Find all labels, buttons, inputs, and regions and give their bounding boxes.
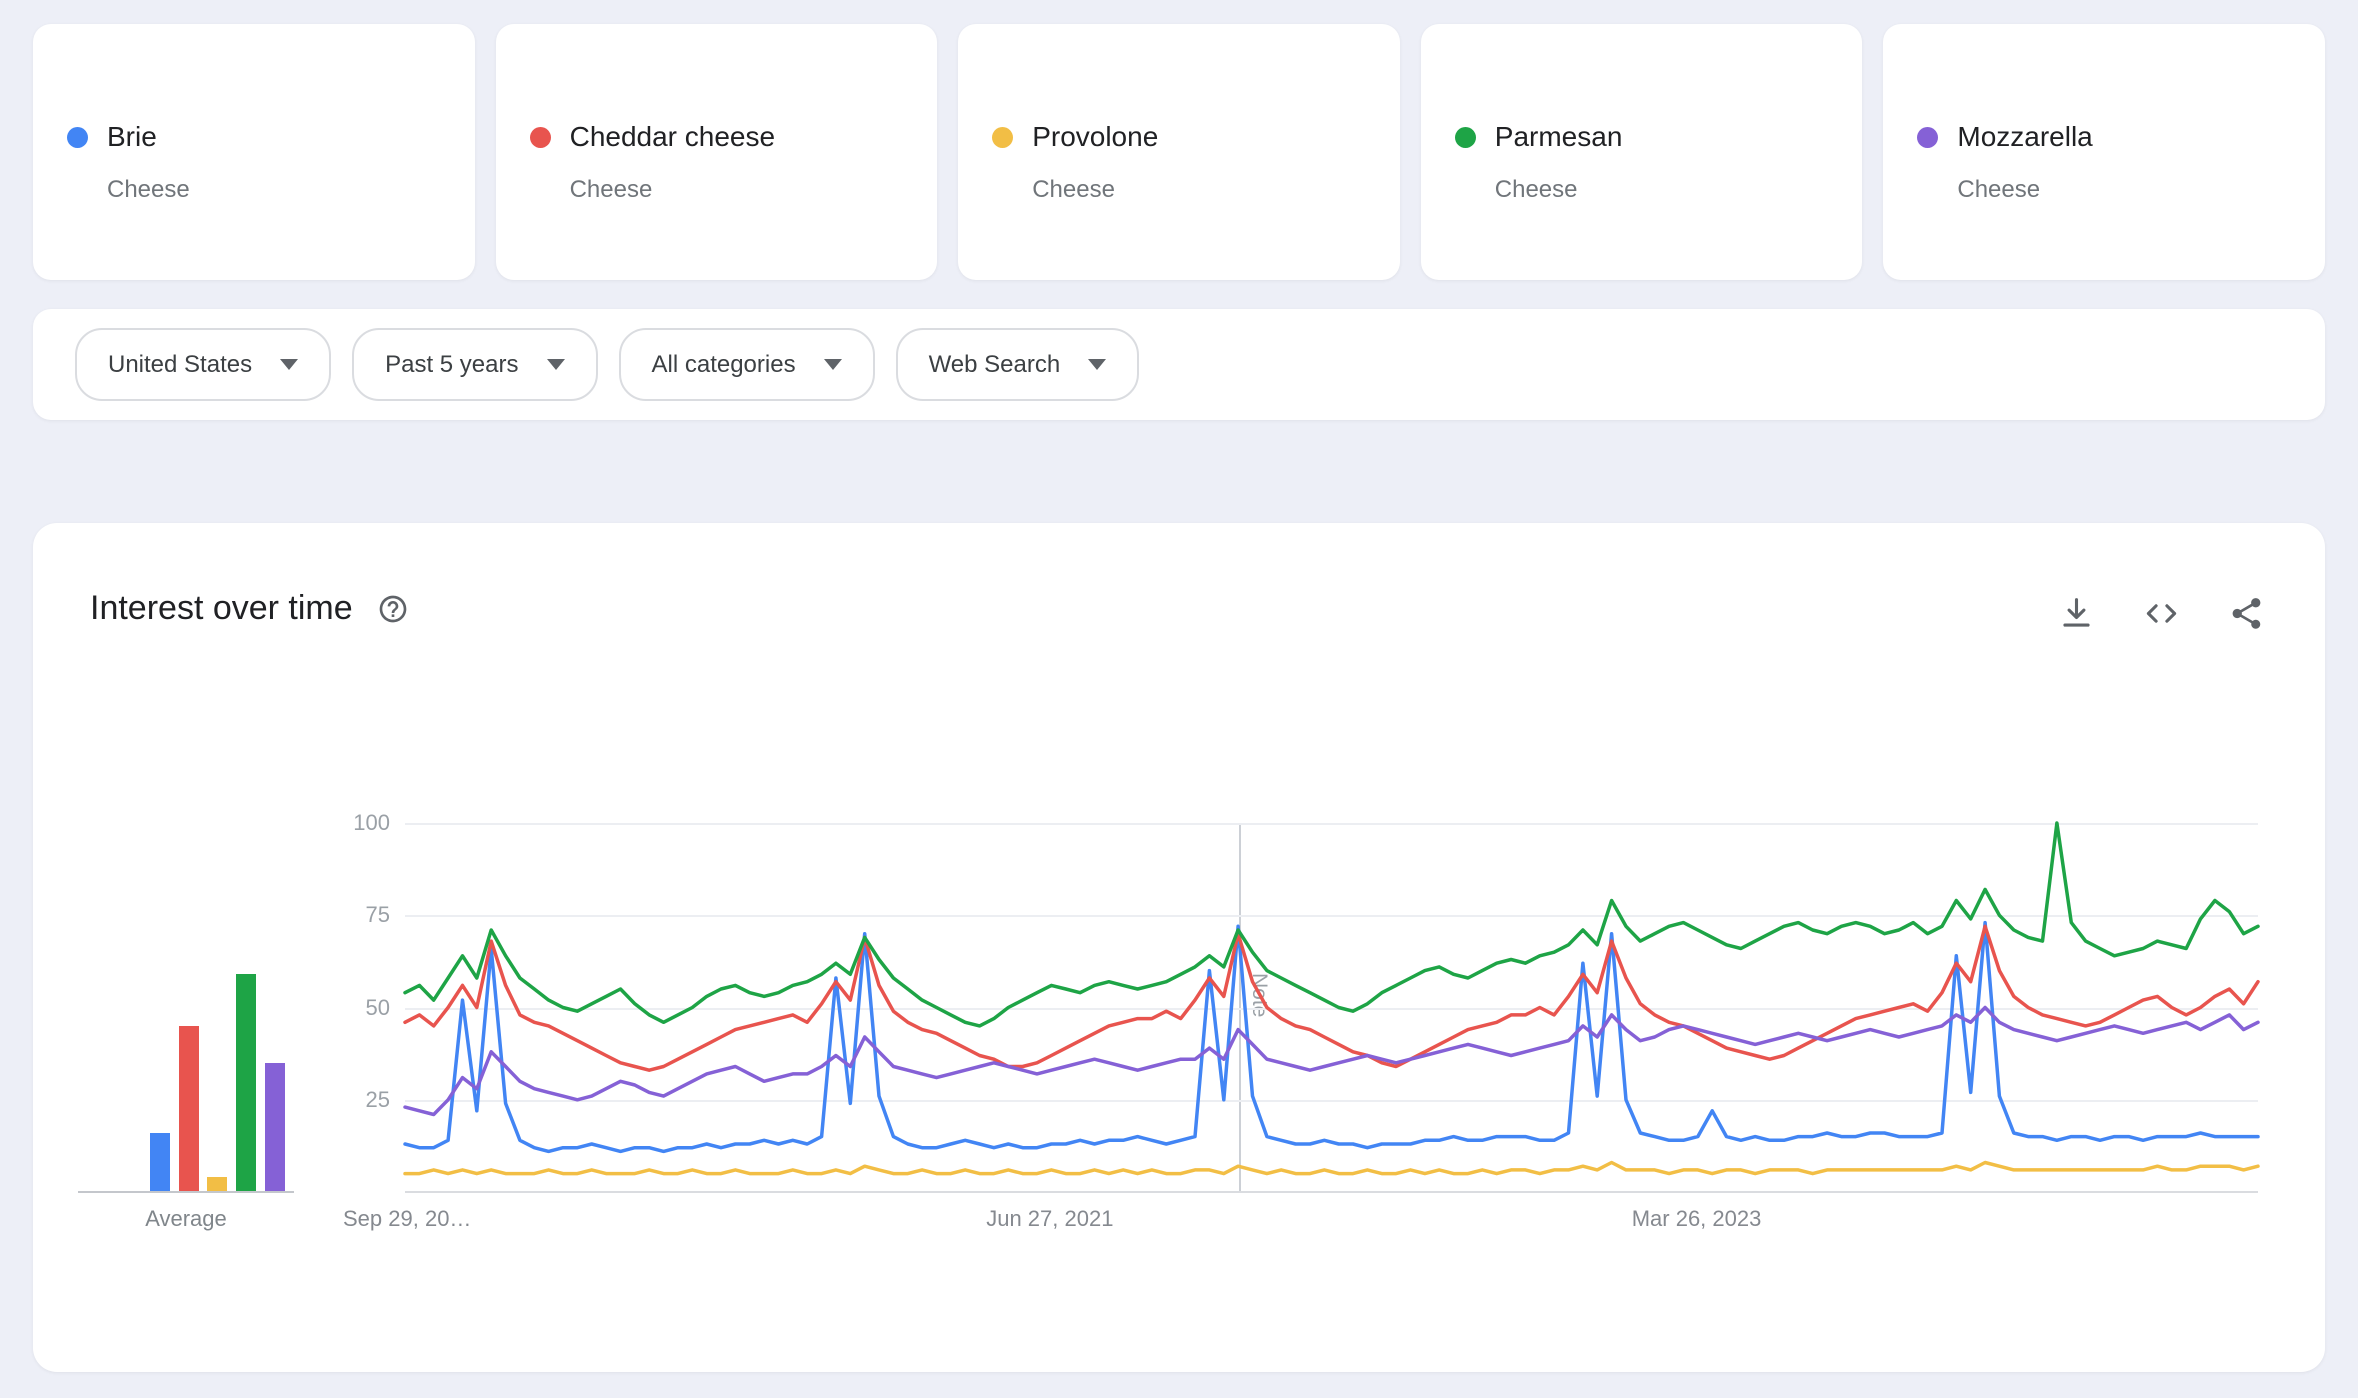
gridline-75	[405, 915, 2258, 918]
term-category: Cheese	[1494, 176, 1578, 203]
category-filter-label: All categories	[651, 350, 796, 378]
term-name: Mozzarella	[1957, 121, 2093, 152]
time-range-filter-dropdown[interactable]: Past 5 years	[352, 328, 598, 401]
gridline-50	[405, 1007, 2258, 1010]
help-icon[interactable]	[377, 593, 409, 625]
term-card-mozzarella[interactable]: Mozzarella Cheese	[1883, 24, 2325, 280]
term-name: Brie	[107, 121, 157, 152]
x-axis-line	[405, 1191, 2258, 1193]
dropdown-caret-icon	[1088, 359, 1107, 370]
y-axis-tick-label: 25	[365, 1086, 390, 1112]
gridline-100	[405, 823, 2258, 825]
average-axis-label: Average	[145, 1206, 227, 1231]
term-card-cheddar-cheese[interactable]: Cheddar cheese Cheese	[495, 24, 938, 280]
average-bar-brie	[150, 1132, 170, 1192]
term-card-provolone[interactable]: Provolone Cheese	[958, 24, 1400, 280]
x-axis-labels: Sep 29, 20… Jun 27, 2021 Mar 26, 2023	[343, 1206, 2258, 1238]
average-bar-provolone	[207, 1177, 228, 1192]
term-main: Provolone	[992, 121, 1158, 153]
download-icon[interactable]	[2058, 595, 2095, 632]
line-plot[interactable]: Note	[403, 821, 2260, 1193]
term-color-dot	[1454, 126, 1476, 148]
y-axis-tick-label: 50	[365, 994, 390, 1020]
time-range-filter-label: Past 5 years	[385, 350, 519, 378]
term-card-parmesan[interactable]: Parmesan Cheese	[1420, 24, 1863, 280]
trend-line-cheddar-cheese	[403, 924, 2260, 1072]
trend-line-brie	[403, 920, 2260, 1154]
panel-header: Interest over time	[90, 589, 409, 628]
filters-bar: United States Past 5 years All categorie…	[33, 309, 2325, 420]
region-filter-dropdown[interactable]: United States	[75, 328, 332, 401]
term-main: Parmesan	[1454, 121, 1623, 153]
term-color-dot	[1917, 126, 1939, 148]
region-filter-label: United States	[108, 350, 253, 378]
y-axis-tick-label: 75	[365, 902, 390, 928]
comparison-terms-row: Brie Cheese Cheddar cheese Cheese Provol…	[33, 24, 2325, 280]
trend-line-parmesan	[403, 821, 2260, 1028]
term-main: Mozzarella	[1917, 121, 2093, 153]
term-card-brie[interactable]: Brie Cheese	[33, 24, 475, 280]
term-category: Cheese	[1957, 176, 2041, 203]
average-bar-mozzarella	[264, 1062, 285, 1192]
y-axis-labels: 100 75 50 25	[33, 810, 390, 1192]
search-type-filter-label: Web Search	[928, 350, 1061, 378]
term-color-dot	[67, 126, 88, 148]
x-axis-tick-label: Mar 26, 2023	[1631, 1206, 1762, 1231]
dropdown-caret-icon	[546, 359, 565, 370]
average-bar-chart	[33, 823, 405, 1192]
trend-line-provolone	[403, 1160, 2260, 1176]
x-axis-tick-label: Jun 27, 2021	[986, 1206, 1114, 1231]
share-icon[interactable]	[2228, 595, 2265, 632]
panel-actions	[2058, 595, 2265, 632]
gridline-25	[405, 1099, 2258, 1102]
term-name: Cheddar cheese	[569, 121, 776, 152]
average-bar-parmesan	[236, 974, 257, 1192]
term-color-dot	[529, 126, 551, 148]
term-name: Parmesan	[1494, 121, 1623, 152]
term-category: Cheese	[1032, 176, 1115, 203]
interest-over-time-panel: Interest over time Average 100 75 50 25 Not…	[33, 523, 2325, 1372]
y-axis-tick-label: 100	[353, 810, 390, 835]
panel-title: Interest over time	[90, 589, 353, 627]
term-category: Cheese	[569, 176, 653, 203]
average-bar-cheddar-cheese	[178, 1025, 199, 1192]
trend-line-mozzarella	[403, 1005, 2260, 1117]
term-name: Provolone	[1032, 121, 1159, 152]
search-type-filter-dropdown[interactable]: Web Search	[895, 328, 1140, 401]
term-color-dot	[992, 126, 1014, 148]
term-category: Cheese	[107, 176, 190, 203]
term-main: Cheddar cheese	[529, 121, 776, 153]
embed-code-icon[interactable]	[2143, 595, 2180, 632]
term-main: Brie	[67, 121, 157, 153]
average-baseline	[78, 1191, 294, 1193]
trend-lines	[403, 821, 2260, 1176]
category-filter-dropdown[interactable]: All categories	[618, 328, 875, 401]
x-axis-tick-label: Sep 29, 20…	[343, 1206, 472, 1231]
dropdown-caret-icon	[823, 359, 842, 370]
dropdown-caret-icon	[280, 359, 299, 370]
